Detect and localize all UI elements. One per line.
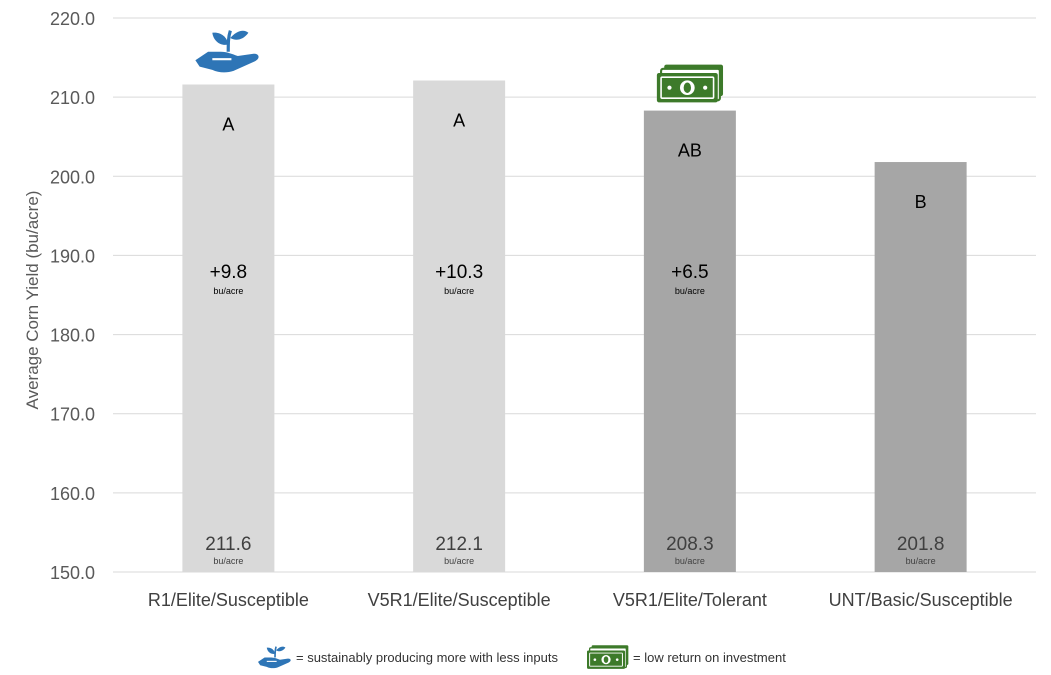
significance-letter: B xyxy=(915,192,927,212)
y-tick-label: 210.0 xyxy=(50,88,95,108)
y-axis-title: Average Corn Yield (bu/acre) xyxy=(23,191,42,410)
legend: = sustainably producing more with less i… xyxy=(0,640,1051,674)
x-tick-label: R1/Elite/Susceptible xyxy=(148,590,309,610)
x-tick-label: V5R1/Elite/Tolerant xyxy=(613,590,767,610)
legend-label-money: = low return on investment xyxy=(633,649,786,665)
significance-letter: A xyxy=(453,111,465,131)
bar xyxy=(643,110,736,573)
significance-letter: AB xyxy=(678,141,702,161)
yield-increase-label: +10.3 xyxy=(435,262,483,283)
data-label: 212.1 xyxy=(435,534,483,555)
yield-increase-label: +6.5 xyxy=(671,262,709,283)
bar xyxy=(182,84,275,572)
sustainable-hand-icon xyxy=(193,29,261,74)
y-tick-label: 190.0 xyxy=(50,246,95,266)
y-tick-label: 180.0 xyxy=(50,326,95,346)
sustainable-hand-icon xyxy=(258,645,292,670)
x-tick-label: V5R1/Elite/Susceptible xyxy=(368,590,551,610)
yield-increase-unit: bu/acre xyxy=(444,286,474,296)
legend-item-money: = low return on investment xyxy=(587,640,786,674)
bar-series: A+9.8bu/acre211.6bu/acreA+10.3bu/acre212… xyxy=(182,29,967,573)
data-label-unit: bu/acre xyxy=(675,556,705,566)
legend-label-sustainable: = sustainably producing more with less i… xyxy=(296,649,558,665)
bar xyxy=(413,80,506,572)
x-tick-label: UNT/Basic/Susceptible xyxy=(829,590,1013,610)
y-tick-label: 160.0 xyxy=(50,484,95,504)
y-tick-label: 150.0 xyxy=(50,563,95,583)
sustainable-hand-shape xyxy=(193,29,261,74)
data-label: 211.6 xyxy=(205,534,251,555)
y-tick-label: 170.0 xyxy=(50,405,95,425)
yield-increase-unit: bu/acre xyxy=(213,286,243,296)
data-label-unit: bu/acre xyxy=(444,556,474,566)
x-axis: R1/Elite/Susceptible V5R1/Elite/Susceptib… xyxy=(148,590,1013,610)
yield-increase-unit: bu/acre xyxy=(675,286,705,296)
data-label: 208.3 xyxy=(666,534,714,555)
y-tick-label: 220.0 xyxy=(50,9,95,29)
data-label-unit: bu/acre xyxy=(213,556,243,566)
data-label: 201.8 xyxy=(897,534,945,555)
y-tick-label: 200.0 xyxy=(50,167,95,187)
y-axis: 150.0 160.0 170.0 180.0 190.0 200.0 210.0 220.0 xyxy=(50,9,95,583)
money-shape xyxy=(655,63,725,104)
legend-item-sustainable: = sustainably producing more with less i… xyxy=(258,640,558,674)
money-icon xyxy=(655,63,725,104)
significance-letter: A xyxy=(222,114,234,134)
yield-increase-label: +9.8 xyxy=(210,262,248,283)
bar xyxy=(874,162,967,573)
bar-chart: 150.0 160.0 170.0 180.0 190.0 200.0 210.0 220.0… xyxy=(23,9,1036,610)
money-icon xyxy=(587,644,629,670)
data-label-unit: bu/acre xyxy=(906,556,936,566)
